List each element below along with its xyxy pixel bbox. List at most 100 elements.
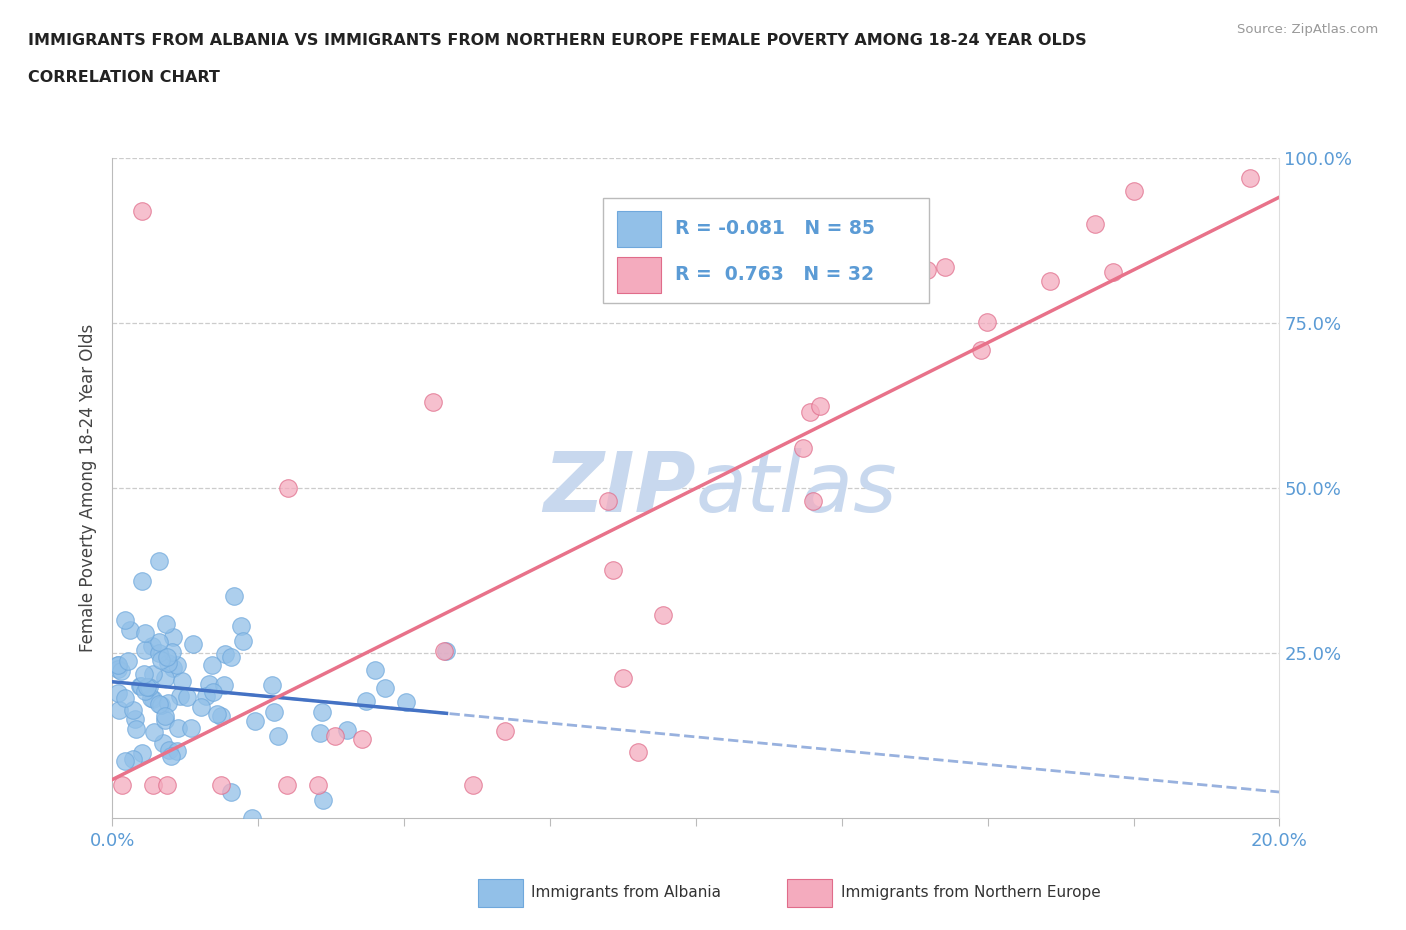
Point	[180, 721, 202, 736]
Point	[125, 721, 148, 736]
Point	[166, 744, 188, 759]
Point	[652, 608, 675, 623]
Point	[148, 553, 170, 568]
Point	[209, 777, 232, 792]
Point	[395, 694, 418, 709]
Point	[232, 633, 254, 648]
Point	[156, 777, 179, 792]
Point	[162, 629, 184, 644]
Point	[810, 399, 832, 414]
Point	[201, 658, 224, 672]
Point	[155, 617, 177, 631]
Text: Immigrants from Northern Europe: Immigrants from Northern Europe	[841, 885, 1101, 900]
Text: Source: ZipAtlas.com: Source: ZipAtlas.com	[1237, 23, 1378, 36]
Text: atlas: atlas	[696, 447, 897, 529]
Point	[149, 698, 172, 712]
Text: CORRELATION CHART: CORRELATION CHART	[28, 70, 219, 85]
Point	[129, 679, 152, 694]
Point	[157, 742, 180, 757]
Bar	[617, 211, 661, 247]
Point	[121, 702, 143, 717]
Point	[219, 785, 242, 800]
Point	[276, 481, 298, 496]
Point	[169, 689, 191, 704]
Point	[1039, 273, 1062, 288]
Point	[132, 666, 155, 681]
Point	[219, 650, 242, 665]
Point	[195, 689, 218, 704]
Point	[134, 684, 156, 698]
Point	[260, 678, 283, 693]
Point	[229, 619, 252, 634]
Point	[142, 667, 165, 682]
Point	[143, 724, 166, 739]
Point	[155, 712, 177, 727]
Text: ZIP: ZIP	[543, 447, 696, 529]
Point	[111, 777, 134, 792]
Point	[436, 644, 458, 658]
Point	[142, 691, 165, 706]
Point	[122, 751, 145, 766]
Point	[139, 691, 162, 706]
Point	[134, 642, 156, 657]
Point	[495, 724, 517, 738]
Point	[148, 645, 170, 660]
Point	[422, 395, 444, 410]
Point	[352, 732, 374, 747]
Point	[311, 704, 333, 719]
Point	[307, 777, 329, 792]
Point	[263, 705, 285, 720]
Point	[131, 573, 153, 588]
Point	[117, 654, 139, 669]
Point	[801, 494, 824, 509]
Point	[243, 713, 266, 728]
Point	[124, 712, 146, 727]
Point	[150, 652, 173, 667]
Point	[915, 262, 938, 277]
Point	[108, 703, 131, 718]
Point	[1239, 170, 1261, 185]
Point	[792, 441, 814, 456]
Point	[209, 708, 232, 723]
Point	[114, 690, 136, 705]
Point	[107, 685, 129, 700]
Point	[131, 204, 153, 219]
Point	[212, 678, 235, 693]
Point	[612, 671, 634, 685]
Point	[602, 563, 624, 578]
Point	[461, 777, 484, 792]
Point	[166, 658, 188, 672]
Point	[162, 660, 184, 675]
Point	[970, 342, 993, 357]
Point	[166, 721, 188, 736]
Point	[276, 777, 298, 792]
Point	[222, 589, 245, 604]
Point	[323, 728, 346, 743]
Point	[356, 694, 378, 709]
Text: R = -0.081   N = 85: R = -0.081 N = 85	[675, 219, 875, 238]
Point	[128, 678, 150, 693]
Point	[141, 638, 163, 653]
Point	[181, 636, 204, 651]
Point	[114, 753, 136, 768]
FancyBboxPatch shape	[603, 198, 929, 303]
Bar	[617, 257, 661, 294]
Point	[308, 725, 330, 740]
Point	[598, 494, 620, 509]
Text: Immigrants from Albania: Immigrants from Albania	[531, 885, 721, 900]
Point	[107, 658, 129, 672]
Point	[205, 707, 228, 722]
Point	[198, 676, 221, 691]
Point	[157, 696, 180, 711]
Point	[156, 656, 179, 671]
Point	[107, 658, 129, 672]
Point	[148, 697, 170, 711]
Point	[114, 613, 136, 628]
Point	[110, 664, 132, 679]
Point	[336, 722, 359, 737]
Point	[135, 680, 157, 695]
Point	[160, 644, 183, 659]
Point	[153, 709, 176, 724]
Point	[201, 684, 224, 699]
Point	[1102, 265, 1125, 280]
